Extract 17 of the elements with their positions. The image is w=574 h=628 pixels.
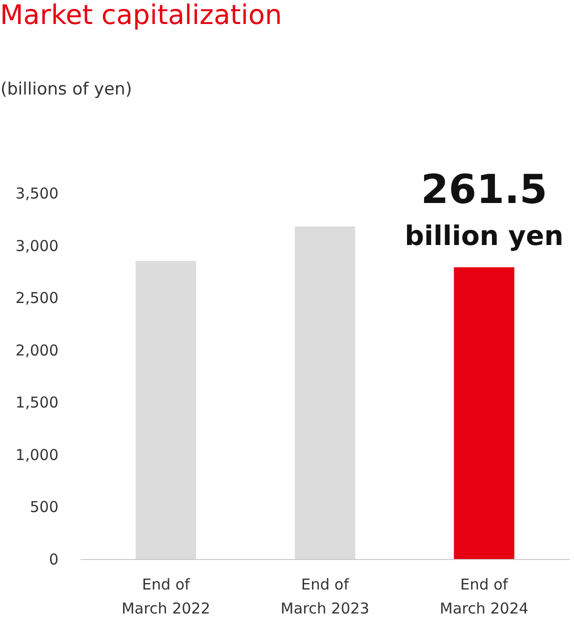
y-tick-label: 0 bbox=[48, 550, 58, 568]
x-tick-label: End of March 2022 bbox=[122, 576, 210, 618]
chart-title: Market capitalization bbox=[0, 0, 282, 31]
bar bbox=[454, 267, 514, 559]
y-tick-label: 1,000 bbox=[16, 446, 58, 464]
x-tick-label: End of March 2024 bbox=[440, 576, 528, 618]
y-tick-label: 2,000 bbox=[16, 341, 58, 360]
y-axis-title: (billions of yen) bbox=[0, 80, 132, 100]
y-tick-label: 3,000 bbox=[16, 236, 58, 255]
bar bbox=[136, 260, 196, 559]
x-tick-label: End of March 2023 bbox=[280, 576, 370, 618]
y-tick-label: 2,500 bbox=[16, 289, 58, 308]
annotation: 261.5 billion yen bbox=[404, 167, 564, 252]
y-tick-label: 500 bbox=[30, 498, 58, 516]
y-tick-label: 1,500 bbox=[16, 394, 58, 412]
y-tick-label: 3,500 bbox=[16, 184, 58, 202]
bar bbox=[294, 226, 356, 559]
